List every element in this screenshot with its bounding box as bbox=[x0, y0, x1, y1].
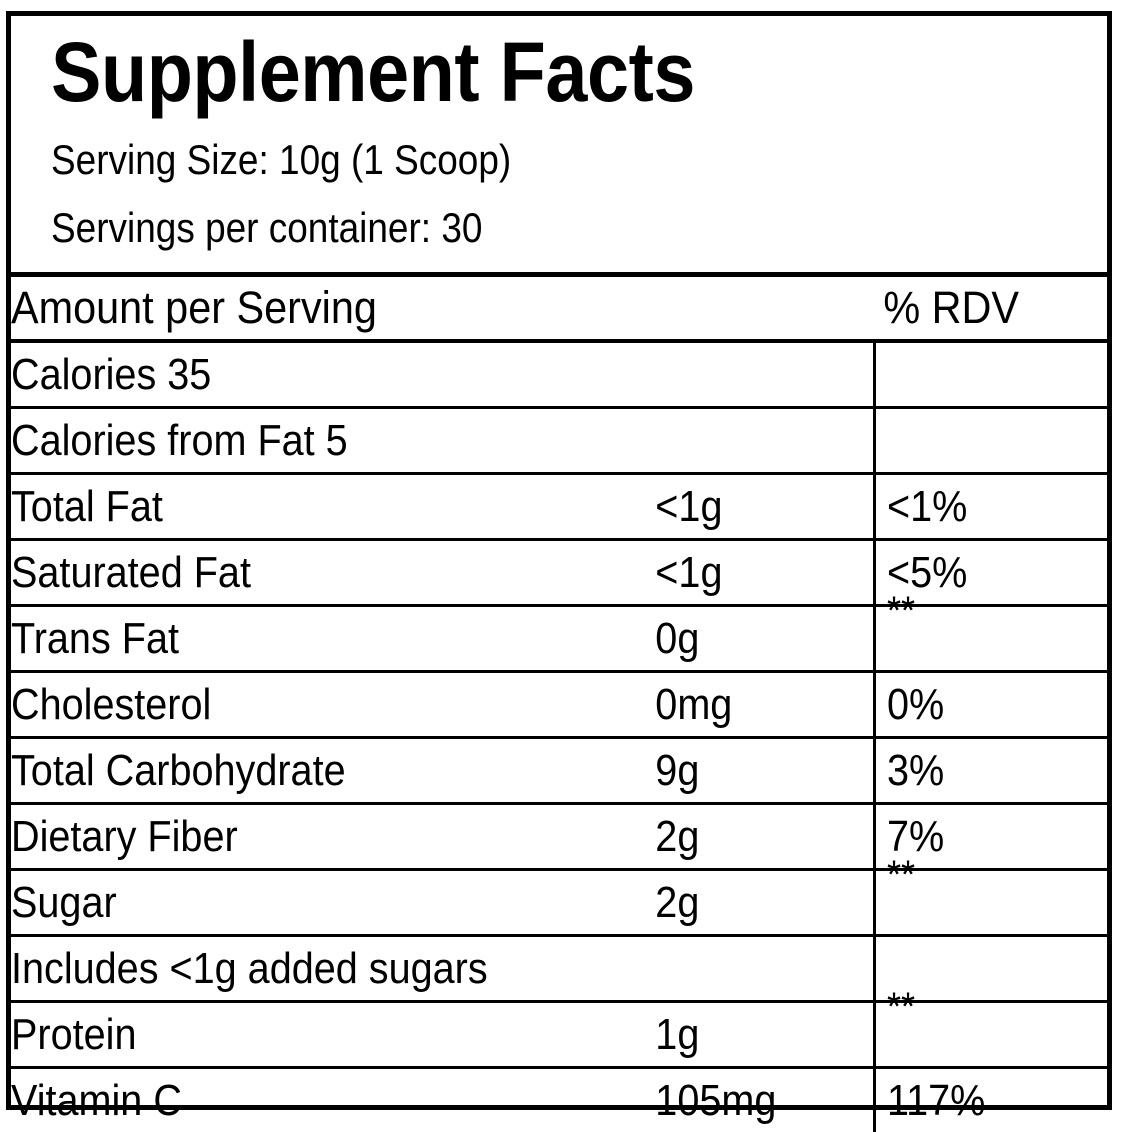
nutrient-label: Saturated Fat bbox=[11, 540, 569, 606]
nutrient-rdv: 117% bbox=[886, 1068, 1096, 1132]
page-title: Supplement Facts bbox=[51, 30, 1001, 114]
nutrient-label: Calories from Fat 5 bbox=[11, 408, 569, 474]
footnote-marker: ** bbox=[887, 864, 915, 886]
footnote-marker: ** bbox=[887, 600, 915, 622]
nutrient-rdv: <1% bbox=[886, 474, 1096, 540]
nutrient-amount: 0mg bbox=[655, 672, 874, 738]
nutrient-amount: <1g bbox=[655, 540, 874, 606]
nutrient-rdv bbox=[886, 936, 1096, 1002]
nutrient-label: Calories 35 bbox=[11, 341, 569, 408]
label-header-block: Supplement Facts Serving Size: 10g (1 Sc… bbox=[11, 30, 1107, 249]
nutrient-label: Vitamin C bbox=[11, 1068, 569, 1132]
nutrient-label: Dietary Fiber bbox=[11, 804, 569, 870]
nutrient-amount: 1g bbox=[655, 1002, 874, 1068]
nutrient-rdv: ** bbox=[886, 1002, 1096, 1068]
table-row: Calories from Fat 5 bbox=[11, 408, 1107, 474]
nutrient-amount: 0g bbox=[655, 606, 874, 672]
nutrient-label: Trans Fat bbox=[11, 606, 569, 672]
table-row: Total Fat <1g<1% bbox=[11, 474, 1107, 540]
nutrient-rdv: 0% bbox=[886, 672, 1096, 738]
footnote-marker: ** bbox=[887, 996, 915, 1018]
table-row: Saturated Fat <1g<5% bbox=[11, 540, 1107, 606]
nutrient-amount: 2g bbox=[655, 870, 874, 936]
nutrient-amount: 2g bbox=[655, 804, 874, 870]
nutrient-label: Total Fat bbox=[11, 474, 569, 540]
nutrient-label: Total Carbohydrate bbox=[11, 738, 569, 804]
table-row: Calories 35 bbox=[11, 341, 1107, 408]
table-row: Sugar 2g** bbox=[11, 870, 1107, 936]
nutrient-label: Includes <1g added sugars bbox=[11, 936, 569, 1002]
column-header-rdv: % RDV bbox=[883, 277, 1097, 341]
servings-per-container-text: Servings per container: 30 bbox=[51, 207, 980, 249]
nutrient-rdv: 7% bbox=[886, 804, 1096, 870]
nutrient-rdv bbox=[886, 408, 1096, 474]
nutrient-rdv: ** bbox=[886, 870, 1096, 936]
nutrient-amount: 9g bbox=[655, 738, 874, 804]
table-row: Includes <1g added sugars bbox=[11, 936, 1107, 1002]
column-header-amount-per-serving: Amount per Serving bbox=[11, 277, 805, 341]
nutrient-rdv: <5% bbox=[886, 540, 1096, 606]
nutrient-amount bbox=[655, 408, 874, 474]
nutrient-amount bbox=[655, 341, 874, 408]
nutrient-label: Sugar bbox=[11, 870, 569, 936]
nutrient-amount: 105mg bbox=[655, 1068, 874, 1132]
nutrient-rdv: ** bbox=[886, 606, 1096, 672]
nutrient-rdv: 3% bbox=[886, 738, 1096, 804]
supplement-facts-panel: Supplement Facts Serving Size: 10g (1 Sc… bbox=[6, 11, 1112, 1110]
nutrient-amount: <1g bbox=[655, 474, 874, 540]
table-row: Trans Fat 0g** bbox=[11, 606, 1107, 672]
table-header-row: Amount per Serving % RDV bbox=[11, 277, 1107, 341]
table-row: Protein 1g** bbox=[11, 1002, 1107, 1068]
nutrient-amount bbox=[655, 936, 874, 1002]
nutrient-label: Protein bbox=[11, 1002, 569, 1068]
nutrient-label: Cholesterol bbox=[11, 672, 569, 738]
nutrient-rdv bbox=[886, 341, 1096, 408]
serving-size-text: Serving Size: 10g (1 Scoop) bbox=[51, 139, 980, 181]
